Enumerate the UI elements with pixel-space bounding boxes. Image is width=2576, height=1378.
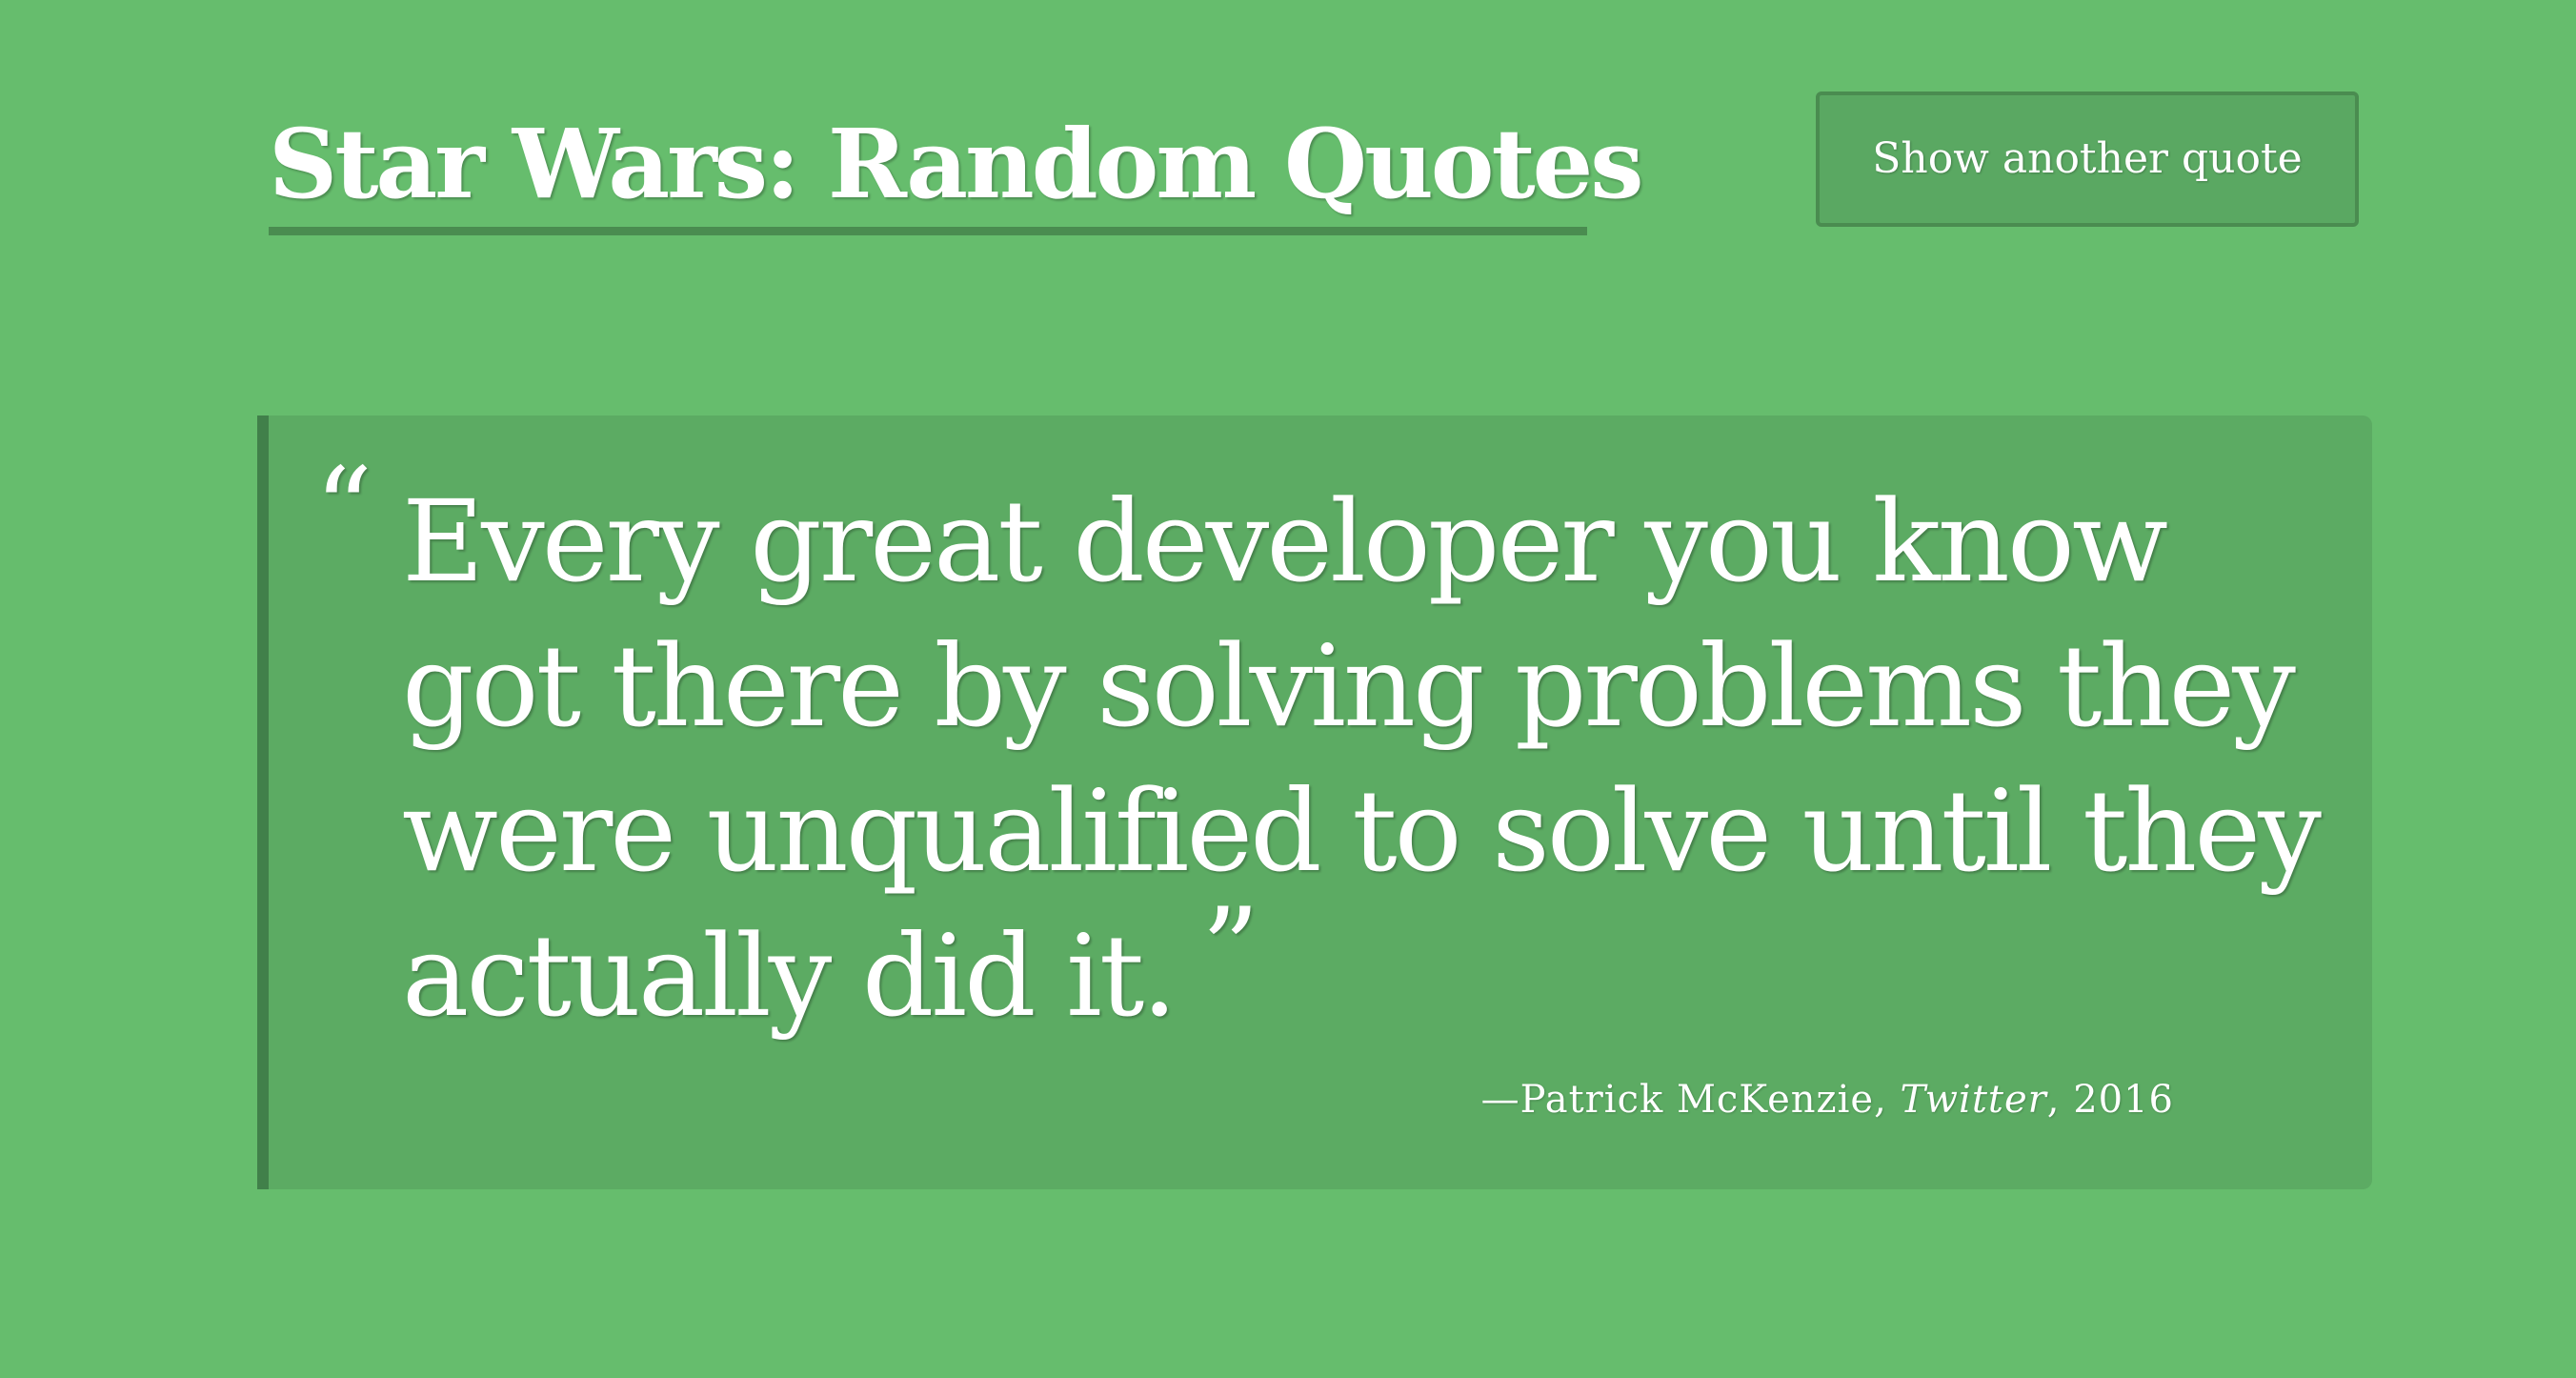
attribution-source: Twitter xyxy=(1900,1078,2047,1122)
header: Star Wars: Random Quotes Show another qu… xyxy=(269,91,2365,244)
quote-body: Every great developer you know got there… xyxy=(402,476,2322,1042)
quote-attribution: —Patrick McKenzie, Twitter, 2016 xyxy=(1481,1073,2174,1126)
open-quote-icon: “ xyxy=(314,444,373,577)
title-underline xyxy=(269,227,1587,235)
close-quote-icon: ” xyxy=(1200,884,1259,1017)
show-another-quote-button[interactable]: Show another quote xyxy=(1816,91,2359,227)
page-title: Star Wars: Random Quotes xyxy=(269,108,1644,220)
quote-card: “ Every great developer you know got the… xyxy=(257,415,2372,1189)
quote-text: Every great developer you know got there… xyxy=(402,469,2326,1048)
attribution-year: , 2016 xyxy=(2046,1078,2174,1122)
attribution-author: —Patrick McKenzie, xyxy=(1480,1078,1901,1122)
